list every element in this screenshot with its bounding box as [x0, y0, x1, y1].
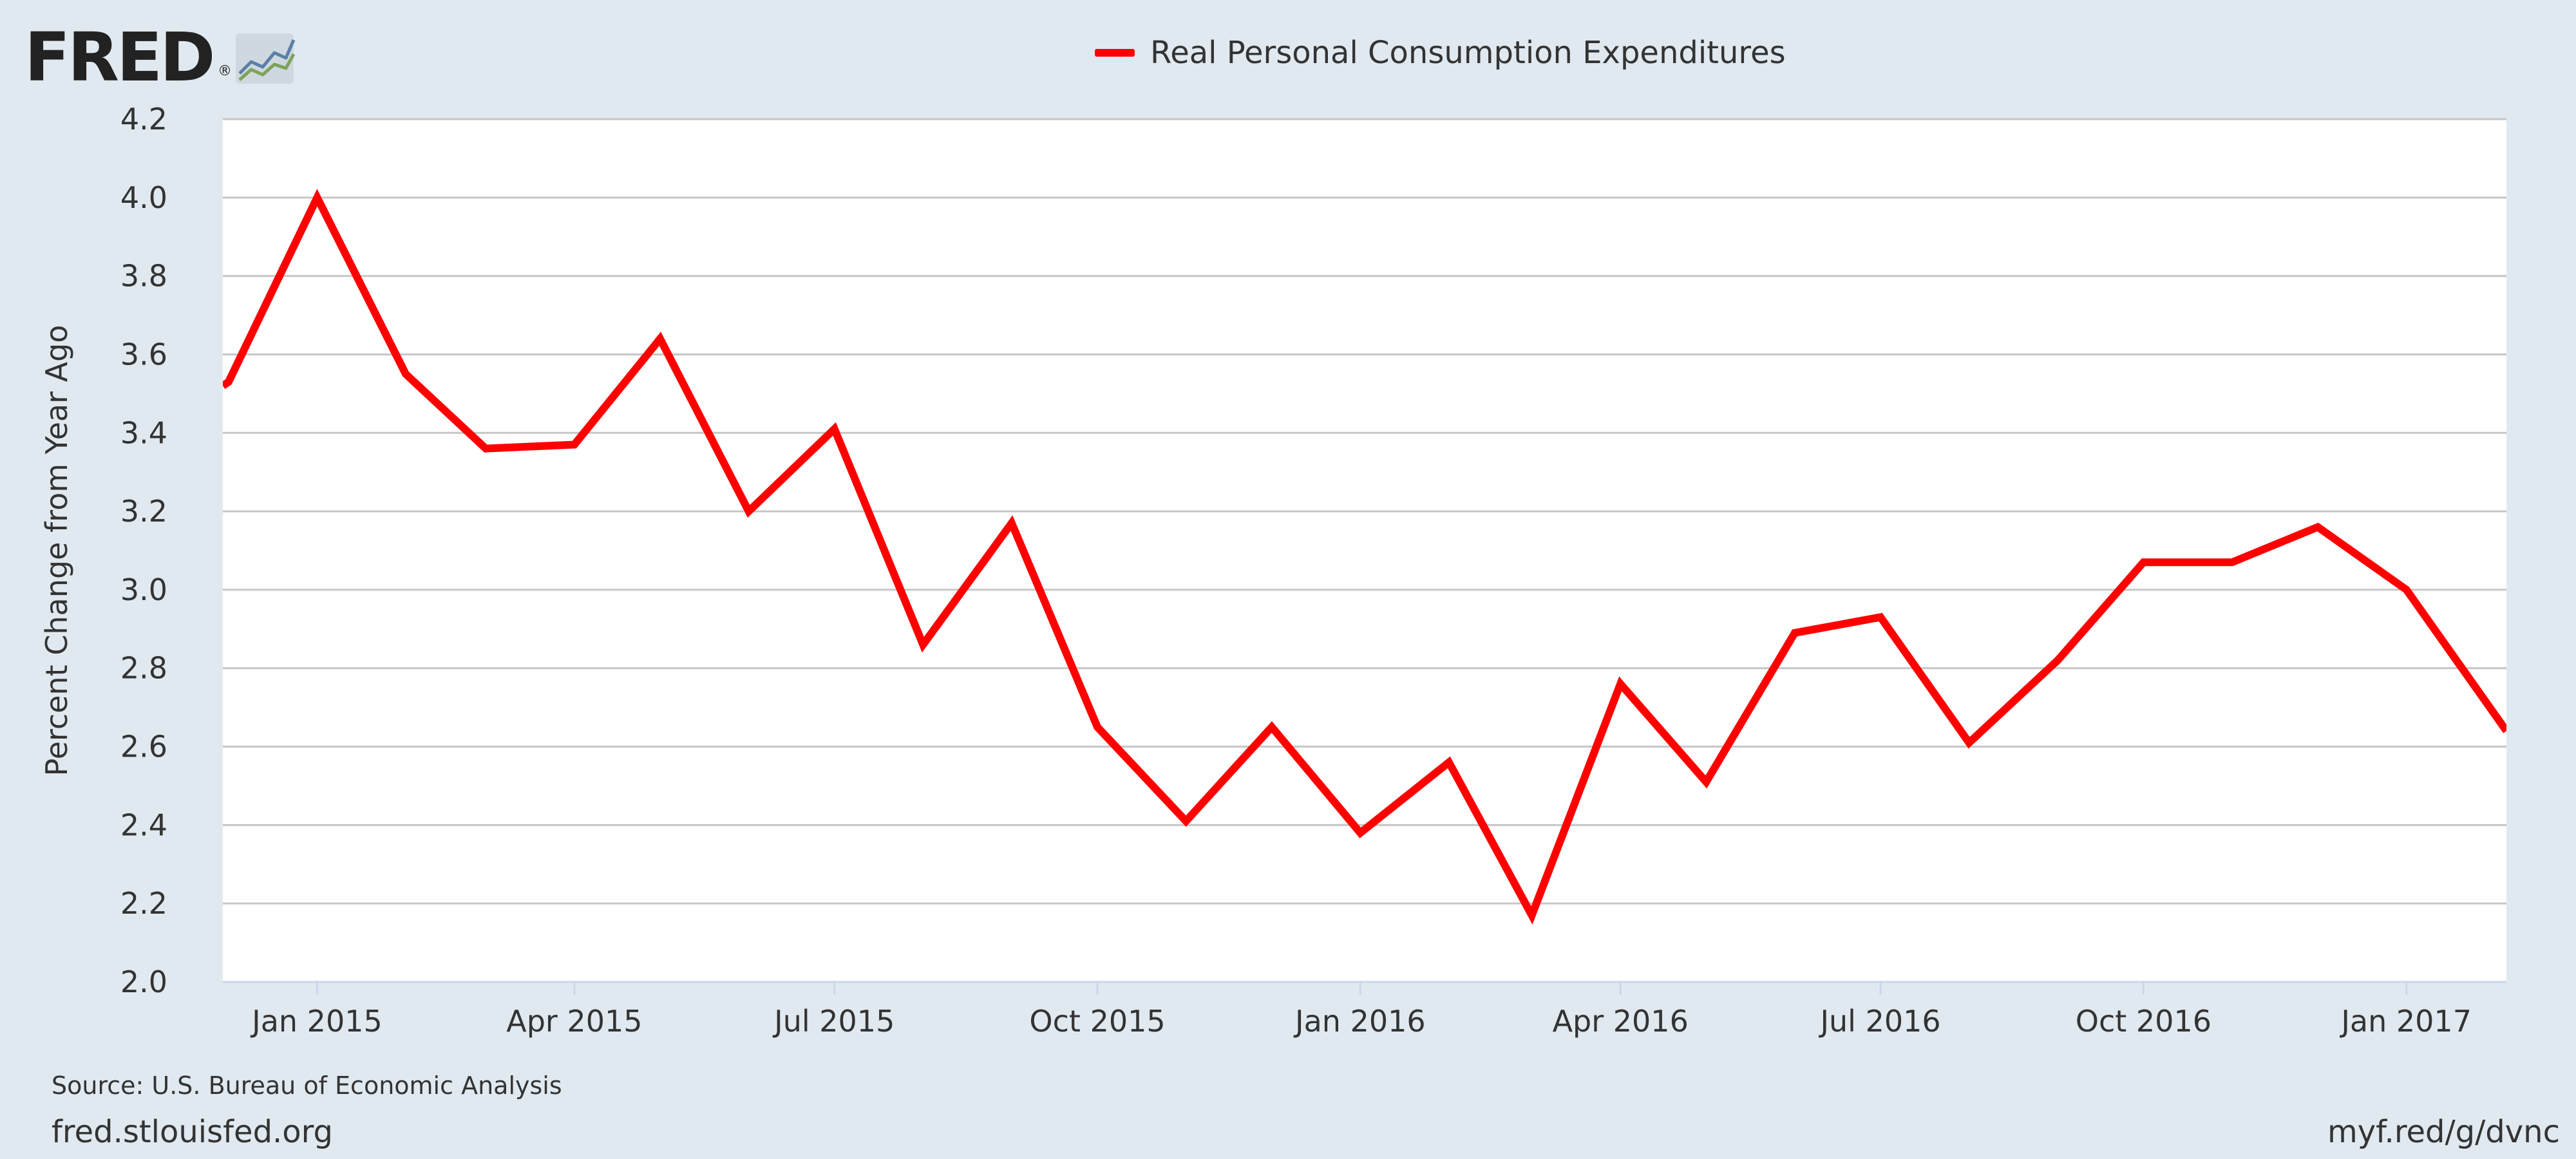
y-tick-labels: 2.0 2.2 2.4 2.6 2.8 3.0 3.2 3.4 3.6 3.8 4.0 4.2	[120, 102, 167, 999]
chart-legend[interactable]: Real Personal Consumption Expenditures	[1095, 33, 1786, 72]
x-tick-label: Jan 2016	[1293, 1004, 1426, 1039]
source-note: Source: U.S. Bureau of Economic Analysis	[52, 1071, 562, 1100]
x-tick-label: Jan 2017	[2339, 1004, 2472, 1039]
y-tick-label: 2.8	[120, 651, 167, 686]
x-tick-label: Oct 2016	[2076, 1004, 2211, 1039]
y-tick-label: 4.2	[120, 102, 167, 137]
series-lines	[223, 189, 2506, 925]
x-tick-label: Jul 2016	[1818, 1004, 1940, 1039]
x-ticks: Jan 2015 Apr 2015 Jul 2015 Oct 2015 Jan 2016…	[223, 981, 2506, 1039]
y-tick-label: 2.6	[120, 730, 167, 764]
x-tick-label: Apr 2016	[1553, 1004, 1689, 1039]
y-tick-label: 2.2	[120, 886, 167, 921]
x-tick-label: Jan 2015	[250, 1004, 383, 1039]
y-tick-label: 3.0	[120, 572, 167, 607]
legend-label: Real Personal Consumption Expenditures	[1150, 35, 1786, 71]
fred-logo-text: FRED	[24, 18, 215, 97]
x-tick-label: Oct 2015	[1029, 1004, 1165, 1039]
y-tick-label: 3.8	[120, 259, 167, 294]
y-tick-label: 2.0	[120, 965, 167, 999]
y-tick-label: 3.6	[120, 337, 167, 372]
y-axis-title: Percent Change from Year Ago	[39, 325, 74, 777]
series-line[interactable]	[223, 189, 2506, 925]
y-tick-label: 2.4	[120, 807, 167, 842]
y-tick-label: 3.2	[120, 494, 167, 529]
short-link[interactable]: myf.red/g/dvnc	[2327, 1114, 2560, 1150]
x-tick-label: Apr 2015	[506, 1004, 642, 1039]
registered-mark: ®	[218, 63, 232, 79]
site-link[interactable]: fred.stlouisfed.org	[52, 1114, 334, 1150]
plot-area	[223, 119, 2506, 982]
y-tick-label: 3.4	[120, 415, 167, 450]
legend-swatch	[1095, 49, 1135, 57]
y-tick-label: 4.0	[120, 180, 167, 215]
chart-line-icon	[236, 33, 296, 84]
x-tick-label: Jul 2015	[772, 1004, 895, 1039]
